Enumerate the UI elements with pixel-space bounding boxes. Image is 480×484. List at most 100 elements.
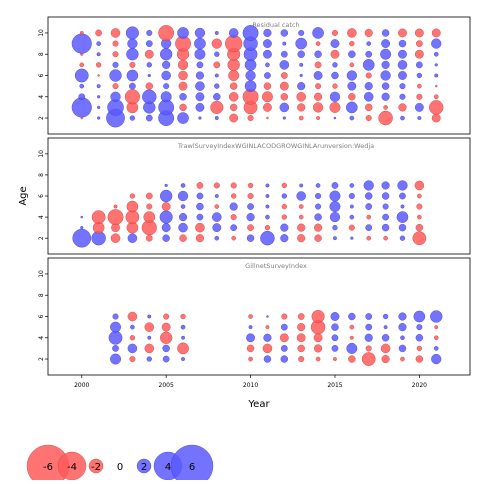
- bubble-2011-age-3: [263, 103, 272, 112]
- bubble-2014-age-2: [314, 234, 322, 242]
- bubble-2014-age-7: [314, 61, 322, 69]
- bubble-2006-age-5: [180, 324, 186, 330]
- bubble-2017-age-10: [364, 28, 373, 38]
- bubble-2014-age-2: [315, 356, 321, 362]
- bubble-2013-age-6: [297, 313, 305, 320]
- bubble-2014-age-5: [315, 203, 322, 210]
- bubble-2020-age-4: [416, 93, 423, 100]
- bubble-2014-age-6: [313, 71, 323, 80]
- bubble-2004-age-4: [142, 89, 157, 104]
- bubble-2013-age-2: [298, 115, 304, 121]
- bubble-2000-age-10: [79, 31, 84, 35]
- bubble-2018-age-7: [381, 181, 390, 190]
- bubble-2019-age-6: [398, 312, 407, 321]
- bubble-2012-age-2: [280, 355, 289, 363]
- bubble-2014-age-4: [314, 213, 322, 221]
- bubble-2004-age-6: [147, 73, 151, 78]
- bubble-2016-age-9: [349, 40, 355, 47]
- bubble-2011-age-6: [265, 194, 270, 198]
- bubble-2016-age-6: [348, 312, 356, 321]
- bubble-2012-age-6: [281, 313, 288, 320]
- bubble-2013-age-9: [295, 37, 308, 50]
- bubble-2015-age-8: [330, 49, 340, 59]
- bubble-2019-age-3: [398, 344, 407, 353]
- bubble-2015-age-4: [329, 211, 341, 223]
- bubble-2018-age-4: [381, 334, 390, 342]
- bubble-2012-age-2: [280, 234, 289, 243]
- y-tick-label: 10: [38, 29, 45, 37]
- bubble-2009-age-5: [229, 202, 238, 211]
- bubble-2017-age-9: [366, 41, 372, 46]
- bubble-2004-age-6: [147, 314, 152, 319]
- bubble-2012-age-3: [279, 102, 290, 113]
- bubble-2013-age-6: [296, 191, 306, 201]
- legend-label: 4: [165, 462, 171, 473]
- bubble-2011-age-2: [260, 230, 275, 246]
- bubble-2019-age-5: [398, 323, 407, 332]
- bubble-2015-age-6: [329, 190, 341, 202]
- bubble-2010-age-2: [247, 115, 254, 122]
- bubble-2013-age-2: [297, 234, 306, 243]
- bubble-2005-age-5: [161, 202, 171, 211]
- bubble-2003-age-4: [125, 210, 140, 224]
- bubble-2009-age-2: [229, 113, 239, 123]
- bubble-2017-age-3: [365, 345, 372, 352]
- bubble-2011-age-3: [264, 224, 271, 231]
- bubble-2006-age-2: [177, 112, 189, 124]
- bubble-2011-age-5: [265, 325, 270, 330]
- bubble-2014-age-3: [314, 223, 323, 232]
- bubble-2021-age-9: [431, 38, 442, 49]
- bubble-2005-age-3: [161, 223, 171, 233]
- bubble-2010-age-6: [247, 192, 254, 199]
- bubble-2011-age-4: [261, 91, 273, 103]
- bubble-2004-age-8: [144, 49, 154, 59]
- bubble-2002-age-10: [110, 28, 121, 38]
- bubble-2021-age-3: [429, 100, 444, 115]
- bubble-2000-age-5: [79, 83, 85, 89]
- bubble-2020-age-8: [414, 49, 424, 59]
- bubble-2012-age-6: [281, 193, 287, 199]
- bubble-2018-age-3: [381, 223, 390, 232]
- bubble-2008-age-8: [214, 51, 220, 57]
- bubble-2008-age-10: [214, 31, 219, 35]
- bubble-2008-age-6: [214, 73, 219, 78]
- bubble-2002-age-8: [112, 51, 119, 58]
- bubble-2013-age-6: [299, 73, 303, 78]
- bubble-2012-age-7: [281, 182, 287, 189]
- bubble-2008-age-7: [213, 182, 220, 189]
- bubble-2002-age-4: [108, 330, 123, 345]
- bubble-2010-age-4: [246, 213, 255, 222]
- bubble-2015-age-7: [331, 182, 339, 189]
- bubble-2018-age-10: [381, 29, 390, 37]
- bubble-2004-age-2: [146, 356, 152, 362]
- bubble-2012-age-4: [279, 333, 289, 343]
- bubble-2002-age-6: [112, 313, 119, 320]
- bubble-2001-age-4: [91, 210, 106, 224]
- bubble-2000-age-9: [71, 33, 92, 54]
- bubble-2007-age-7: [196, 182, 204, 189]
- bubble-2019-age-10: [398, 28, 407, 38]
- bubble-2015-age-6: [330, 312, 340, 321]
- bubble-2005-age-2: [162, 355, 170, 363]
- legend-label: -2: [91, 462, 101, 473]
- x-tick-label: 2005: [159, 382, 174, 389]
- bubble-2014-age-8: [314, 50, 322, 58]
- panel-2: TrawlSurveyIndexWGINLACODGROWGINLArunver…: [38, 137, 471, 255]
- panel-title: TrawlSurveyIndexWGINLACODGROWGINLArunver…: [177, 142, 374, 150]
- bubble-2001-age-8: [96, 52, 101, 57]
- bubble-2015-age-9: [330, 39, 340, 48]
- bubble-2011-age-5: [265, 204, 270, 209]
- bubble-2020-age-2: [415, 355, 424, 363]
- bubble-2013-age-3: [297, 103, 306, 112]
- bubble-2003-age-6: [129, 193, 136, 199]
- bubble-2016-age-8: [348, 50, 356, 58]
- bubble-2006-age-4: [181, 335, 185, 340]
- bubble-2015-age-3: [331, 345, 339, 352]
- y-tick-label: 2: [38, 236, 45, 240]
- bubble-2000-age-6: [74, 68, 89, 83]
- bubble-2004-age-4: [147, 335, 152, 340]
- bubble-2021-age-2: [431, 113, 441, 123]
- bubble-2014-age-9: [315, 41, 321, 46]
- bubble-2003-age-2: [129, 115, 136, 121]
- bubble-2018-age-4: [382, 213, 389, 221]
